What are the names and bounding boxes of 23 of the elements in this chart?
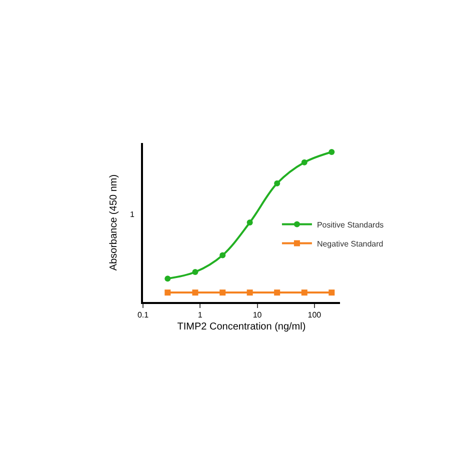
x-tick-label: 10 bbox=[252, 310, 262, 320]
point bbox=[164, 276, 171, 282]
point bbox=[246, 220, 253, 226]
point bbox=[328, 149, 335, 155]
point bbox=[274, 180, 280, 186]
y-axis-title: Absorbance (450 nm) bbox=[108, 174, 120, 271]
point bbox=[192, 269, 198, 275]
point bbox=[164, 290, 171, 296]
x-tick-label: 1 bbox=[198, 310, 203, 320]
x-tick-label: 0.1 bbox=[137, 310, 150, 320]
legend-label: Positive Standards bbox=[316, 220, 384, 230]
point bbox=[301, 290, 308, 296]
point bbox=[220, 252, 226, 258]
x-tick-label: 100 bbox=[308, 310, 322, 320]
legend-label: Negative Standard bbox=[316, 239, 384, 248]
point bbox=[274, 290, 280, 296]
x-axis-title: TIMP2 Concentration (ng/ml) bbox=[177, 322, 306, 333]
point bbox=[192, 290, 198, 296]
point bbox=[301, 159, 308, 166]
text: 1 bbox=[130, 210, 135, 219]
point bbox=[328, 290, 335, 296]
point bbox=[220, 290, 226, 296]
point bbox=[246, 290, 253, 296]
